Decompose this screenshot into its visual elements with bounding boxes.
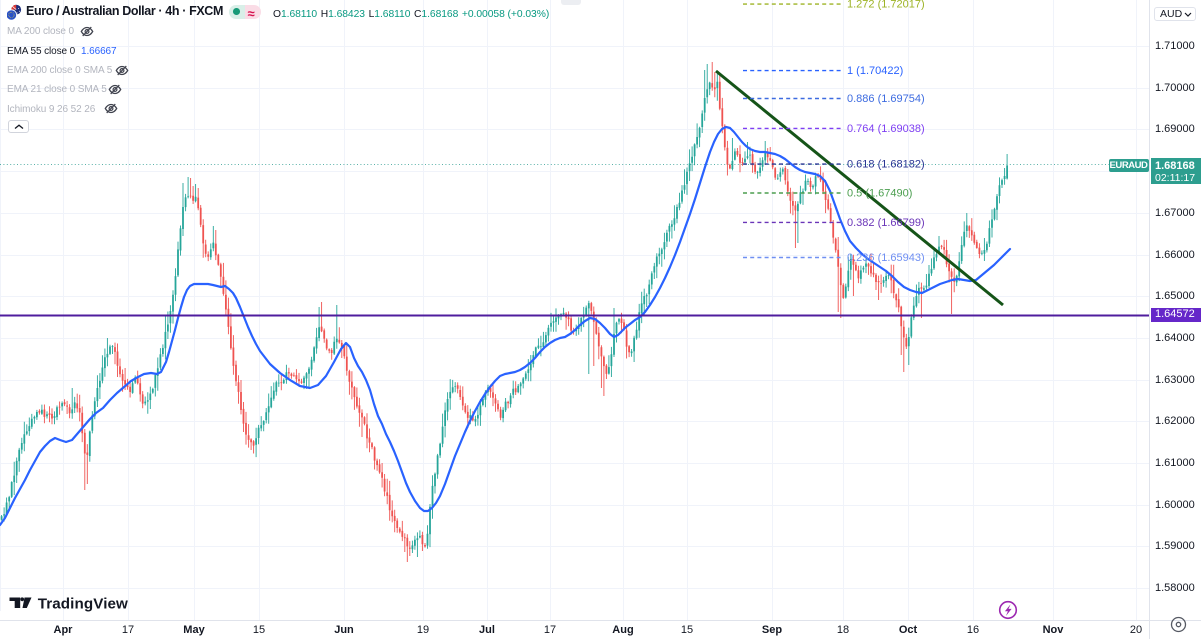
svg-text:0.618 (1.68182): 0.618 (1.68182) [847, 159, 925, 171]
svg-text:1.272 (1.72017): 1.272 (1.72017) [847, 0, 925, 11]
svg-text:1 (1.70422): 1 (1.70422) [847, 65, 903, 77]
svg-text:0.236 (1.65943): 0.236 (1.65943) [847, 252, 925, 264]
svg-text:0.5 (1.67490): 0.5 (1.67490) [847, 188, 912, 200]
svg-text:0.382 (1.66799): 0.382 (1.66799) [847, 217, 925, 229]
svg-text:0.886 (1.69754): 0.886 (1.69754) [847, 93, 925, 105]
svg-text:0.764 (1.69038): 0.764 (1.69038) [847, 123, 925, 135]
svg-text:TradingView: TradingView [38, 596, 128, 612]
